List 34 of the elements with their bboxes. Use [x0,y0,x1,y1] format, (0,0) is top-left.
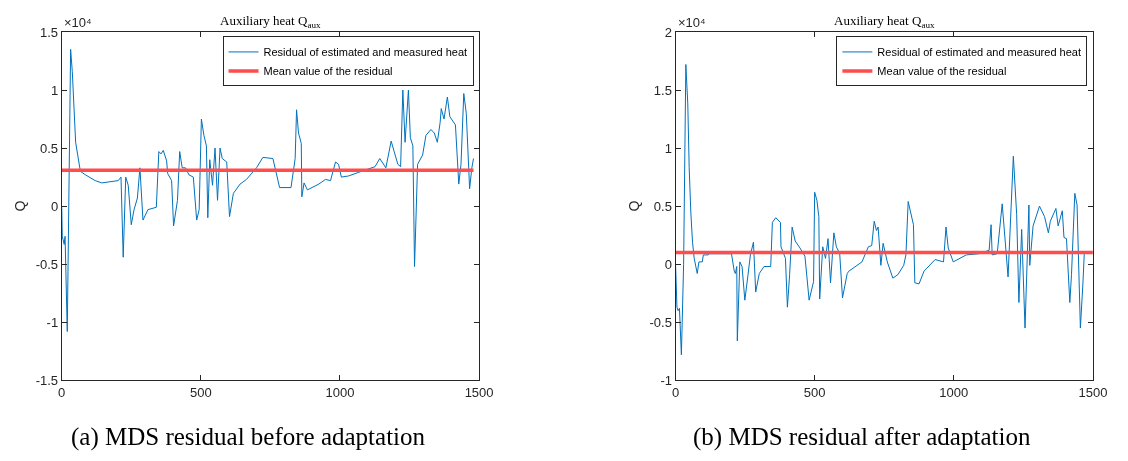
y-tick-label: -0.5 [35,256,59,272]
line-series [675,63,1085,356]
text: ×10⁴ [64,15,92,30]
x-tick-label: 500 [803,384,826,400]
y-tick-label: 1.5 [653,82,672,98]
x-tick-label: 1000 [939,384,969,400]
y-tick-label: 0.5 [40,140,59,156]
legend-label: Mean value of the residual [877,65,1007,78]
chart-title: Auxiliary heat Q$_{aux}$ [220,13,321,30]
y-tick-label: 0 [664,256,672,272]
legend-label: Residual of estimated and measured heat [877,46,1081,59]
y-tick-label: 1 [664,140,672,156]
chart-title: Auxiliary heat Q$_{aux}$ [834,13,935,30]
y-axis-title: Q [12,200,29,212]
text: (a) MDS residual before adaptation [71,423,426,451]
y-axis-title: Q [626,200,643,212]
y-tick-label: -1 [660,372,672,388]
legend-label: Residual of estimated and measured heat [263,46,468,59]
y-tick-label: -1 [46,314,59,330]
line-series [61,48,475,333]
y-tick-label: -1.5 [35,372,59,388]
x-tick-label: 500 [189,384,212,400]
y-tick-label: 0.5 [653,198,672,214]
y-tick-label: 0 [50,198,59,214]
text: (b) MDS residual after adaptation [693,423,1031,451]
x-tick-label: 1500 [464,384,494,400]
y-tick-label: 1.5 [40,24,59,40]
text: ×10⁴ [678,15,706,30]
y-tick-label: -0.5 [649,314,672,330]
x-tick-label: 1500 [1078,384,1108,400]
legend-label: Mean value of the residual [263,65,393,78]
y-tick-label: 2 [664,24,672,40]
y-tick-label: 1 [50,82,59,98]
x-tick-label: 1000 [325,384,355,400]
